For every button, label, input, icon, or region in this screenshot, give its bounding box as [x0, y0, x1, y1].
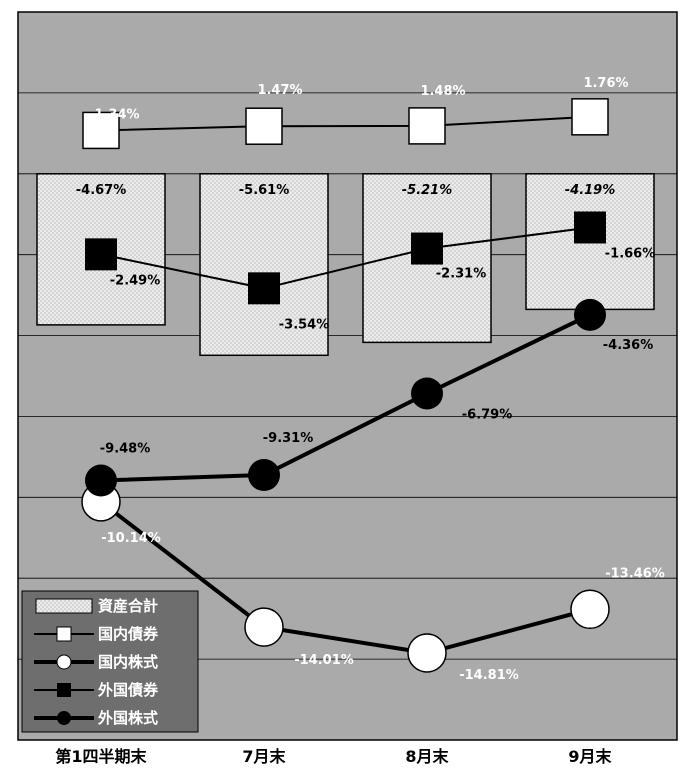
data-label-bar-3: -4.19%	[565, 183, 616, 198]
data-label-bar-2: -5.21%	[402, 183, 453, 198]
marker-foreign-bond-2	[411, 232, 443, 265]
data-label-line-square-black-2: -2.31%	[436, 267, 487, 282]
marker-domestic-bond-1	[245, 107, 283, 145]
legend-marker-line-circle-black	[57, 711, 71, 725]
legend-label-line-square-white: 国内債券	[98, 625, 159, 643]
data-label-line-square-white-2: 1.48%	[420, 84, 465, 99]
category-label-3: 9月末	[568, 747, 612, 766]
data-label-line-circle-white-2: -14.81%	[459, 668, 519, 683]
legend-marker-line-circle-white	[56, 654, 72, 670]
data-label-line-square-white-1: 1.47%	[257, 83, 302, 98]
data-label-line-circle-black-2: -6.79%	[462, 407, 513, 422]
line-line-circle-white	[99, 500, 591, 656]
data-label-line-circle-white-0: -10.14%	[101, 531, 161, 546]
data-label-line-square-white-0: 1.34%	[94, 107, 139, 122]
series-lines	[99, 115, 591, 656]
marker-domestic-bond-0	[82, 111, 120, 150]
marker-foreign-bond-3	[574, 211, 606, 244]
data-label-line-circle-black-3: -4.36%	[603, 338, 654, 353]
legend-marker-line-square-black	[57, 683, 71, 697]
category-label-0: 第1四半期末	[55, 747, 147, 766]
marker-foreign-stock-1	[248, 459, 280, 492]
data-label-line-circle-black-1: -9.31%	[263, 431, 314, 446]
data-label-line-square-white-3: 1.76%	[583, 76, 628, 91]
category-label-1: 7月末	[242, 747, 286, 766]
data-label-line-circle-white-3: -13.46%	[605, 566, 665, 581]
data-labels: -4.67% -5.61% -5.21% -4.19% 1.34% 1.47% 1.48% 1…	[76, 76, 665, 683]
data-label-line-circle-black-0: -9.48%	[100, 442, 151, 457]
bar-total-assets-1	[199, 173, 329, 357]
marker-foreign-stock-0	[85, 464, 117, 497]
data-label-bar-1: -5.61%	[239, 183, 290, 198]
line-line-circle-black	[100, 312, 591, 483]
marker-domestic-stock-3	[570, 589, 610, 630]
marker-foreign-stock-2	[411, 377, 443, 410]
x-axis-labels: 第1四半期末 7月末 8月末 9月末	[55, 747, 612, 766]
line-line-square-black	[100, 226, 591, 290]
data-label-bar-0: -4.67%	[76, 183, 127, 198]
data-label-line-circle-white-1: -14.01%	[294, 653, 354, 668]
legend-label-bar: 資産合計	[98, 597, 158, 615]
data-label-line-square-black-3: -1.66%	[605, 246, 656, 261]
legend-label-line-circle-white: 国内株式	[98, 653, 158, 671]
marker-foreign-bond-0	[85, 238, 117, 271]
legend-label-line-circle-black: 外国株式	[97, 709, 158, 727]
marker-foreign-bond-1	[248, 272, 280, 305]
series-markers	[81, 98, 610, 673]
line-line-square-white	[100, 115, 591, 132]
marker-foreign-stock-3	[574, 298, 606, 331]
marker-domestic-bond-2	[408, 107, 446, 145]
legend-marker-line-square-white	[56, 626, 72, 642]
data-label-line-square-black-1: -3.54%	[279, 317, 330, 332]
legend-swatch-bar	[35, 598, 93, 614]
marker-domestic-bond-3	[571, 98, 609, 136]
marker-domestic-stock-2	[407, 633, 447, 673]
data-label-line-square-black-0: -2.49%	[110, 273, 161, 288]
marker-domestic-stock-1	[244, 607, 284, 647]
category-label-2: 8月末	[405, 747, 449, 766]
legend-label-line-square-black: 外国債券	[97, 681, 159, 699]
